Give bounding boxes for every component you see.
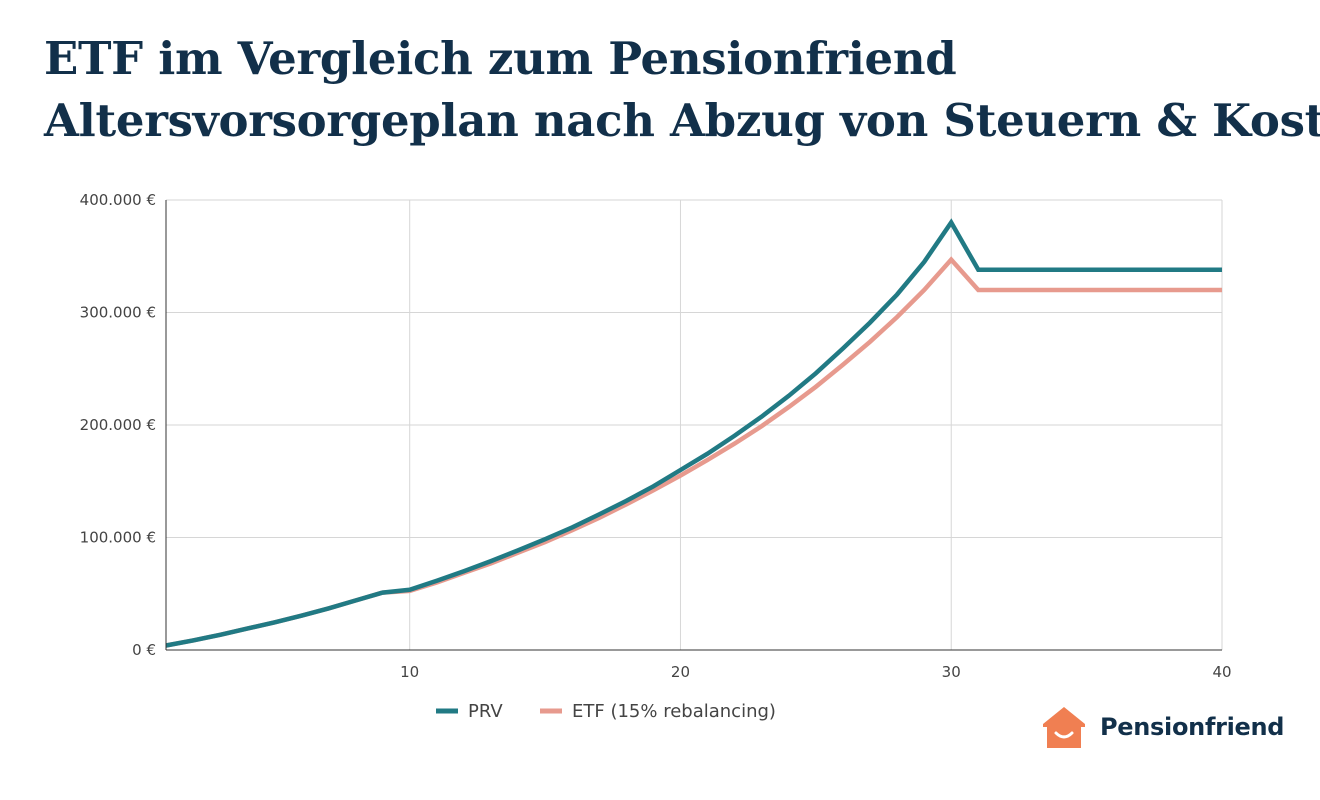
series-line-1 [165, 256, 1222, 648]
x-tick-label: 10 [400, 663, 419, 681]
house-smile-icon [1043, 707, 1085, 748]
y-tick-label: 400.000 € [80, 191, 156, 209]
y-tick-label: 300.000 € [80, 304, 156, 322]
legend-label: PRV [468, 701, 503, 722]
series-line-0 [165, 218, 1222, 648]
chart-series [165, 218, 1222, 648]
y-tick-label: 0 € [132, 641, 156, 659]
chart-title-line-1: ETF im Vergleich zum Pensionfriend [44, 32, 957, 85]
chart-title: ETF im Vergleich zum Pensionfriend Alter… [44, 28, 1320, 152]
x-tick-label: 30 [942, 663, 961, 681]
chart-grid [166, 199, 1223, 650]
x-tick-label: 40 [1212, 663, 1231, 681]
chart-axes: 0 € 100.000 € 200.000 € 300.000 € 400.000 € 1… [80, 191, 1232, 681]
brand-logo: Pensionfriend [1040, 704, 1284, 750]
legend-label: ETF (15% rebalancing) [572, 701, 776, 722]
chart-legend: PRV ETF (15% rebalancing) [436, 701, 776, 722]
chart-title-line-2: Altersvorsorgeplan nach Abzug von Steuer… [44, 94, 1320, 147]
x-tick-label: 20 [671, 663, 690, 681]
brand-name: Pensionfriend [1100, 713, 1285, 741]
y-tick-label: 100.000 € [80, 529, 156, 547]
y-tick-label: 200.000 € [80, 416, 156, 434]
